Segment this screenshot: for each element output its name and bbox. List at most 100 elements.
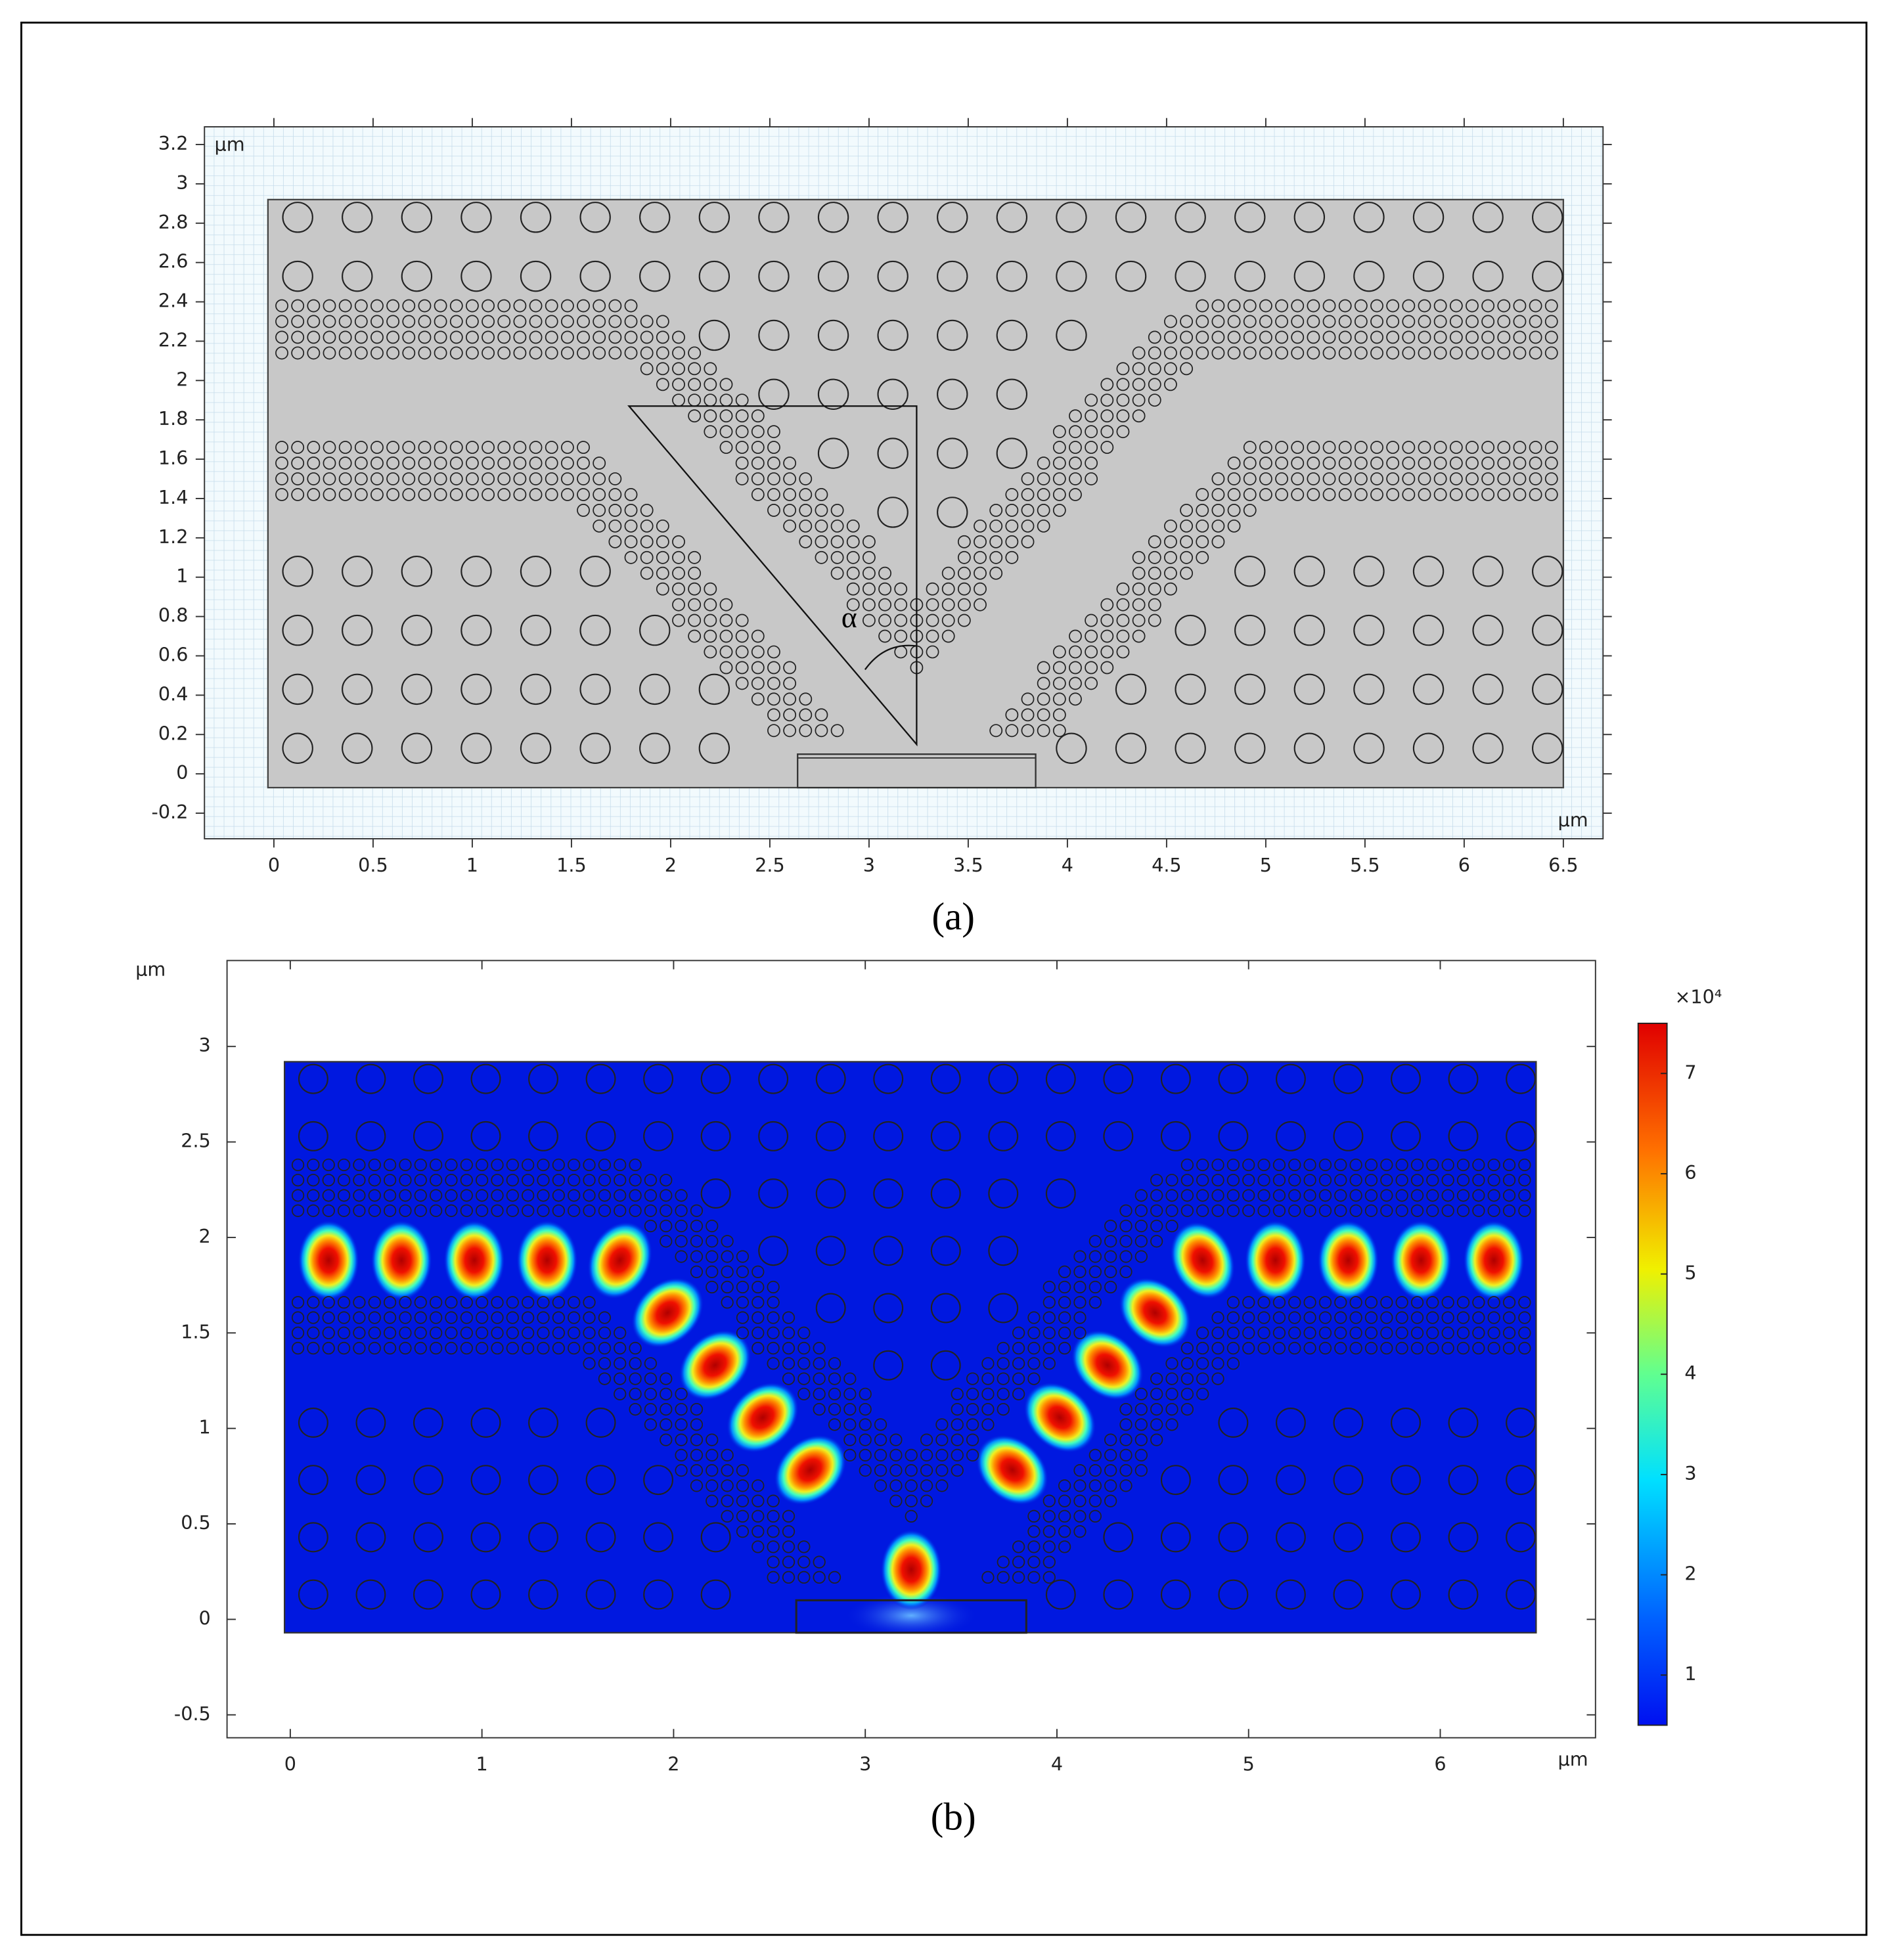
x-axis-unit: μm bbox=[1558, 1748, 1588, 1770]
small-hole bbox=[966, 1448, 979, 1461]
figure-border bbox=[20, 21, 1868, 1936]
small-hole bbox=[878, 598, 891, 612]
small-hole bbox=[1513, 330, 1527, 344]
small-hole bbox=[368, 1189, 381, 1202]
small-hole bbox=[1037, 472, 1050, 485]
large-hole bbox=[815, 1121, 846, 1151]
small-hole bbox=[353, 1326, 366, 1339]
large-hole bbox=[1218, 1522, 1249, 1553]
small-hole bbox=[1069, 425, 1082, 439]
small-hole bbox=[736, 1250, 750, 1263]
large-hole bbox=[520, 673, 552, 705]
small-hole bbox=[660, 1219, 673, 1233]
small-hole bbox=[751, 629, 765, 643]
small-hole bbox=[560, 457, 574, 470]
small-hole bbox=[1116, 629, 1130, 643]
large-hole bbox=[460, 673, 492, 705]
small-hole bbox=[386, 441, 400, 455]
small-hole bbox=[706, 1448, 719, 1461]
field-lobe bbox=[1244, 1220, 1307, 1301]
small-hole bbox=[813, 1387, 826, 1400]
small-hole bbox=[608, 346, 622, 360]
small-hole bbox=[354, 315, 368, 328]
small-hole bbox=[1418, 346, 1431, 360]
small-hole bbox=[957, 535, 971, 548]
large-hole bbox=[1234, 732, 1266, 764]
small-hole bbox=[434, 472, 447, 485]
large-hole bbox=[1391, 1522, 1421, 1553]
small-hole bbox=[783, 503, 797, 517]
small-hole bbox=[828, 1418, 841, 1431]
small-hole bbox=[751, 441, 765, 455]
small-hole bbox=[1012, 1570, 1025, 1584]
small-hole bbox=[337, 1326, 351, 1339]
small-hole bbox=[1058, 1341, 1071, 1355]
small-hole bbox=[368, 1311, 381, 1324]
small-hole bbox=[767, 1311, 780, 1324]
large-hole bbox=[758, 1178, 789, 1209]
small-hole bbox=[1180, 330, 1194, 344]
large-hole bbox=[1333, 1121, 1364, 1151]
large-hole bbox=[413, 1579, 443, 1610]
small-hole bbox=[1349, 1189, 1362, 1202]
small-hole bbox=[1370, 330, 1383, 344]
small-hole bbox=[905, 1509, 918, 1523]
small-hole bbox=[1150, 1402, 1163, 1416]
small-hole bbox=[537, 1204, 550, 1217]
small-hole bbox=[1196, 503, 1209, 517]
field-lobe bbox=[1170, 1221, 1236, 1299]
small-hole bbox=[614, 1189, 627, 1202]
large-hole bbox=[698, 260, 730, 292]
large-hole bbox=[413, 1407, 443, 1438]
small-hole bbox=[1502, 1341, 1516, 1355]
small-hole bbox=[981, 1357, 995, 1370]
small-hole bbox=[1132, 629, 1146, 643]
small-hole bbox=[1027, 1555, 1041, 1569]
small-hole bbox=[1544, 457, 1558, 470]
small-hole bbox=[624, 519, 638, 533]
small-hole bbox=[1196, 315, 1209, 328]
small-hole bbox=[1518, 1204, 1531, 1217]
small-hole bbox=[337, 1158, 351, 1172]
annotation: α bbox=[841, 600, 857, 634]
small-hole bbox=[323, 441, 336, 455]
small-hole bbox=[782, 1357, 796, 1370]
small-hole bbox=[307, 299, 321, 313]
small-hole bbox=[414, 1189, 427, 1202]
large-hole bbox=[937, 437, 968, 469]
large-hole bbox=[470, 1522, 501, 1553]
small-hole bbox=[307, 1174, 320, 1187]
small-hole bbox=[1502, 1326, 1516, 1339]
small-hole bbox=[1291, 441, 1305, 455]
small-hole bbox=[552, 1204, 565, 1217]
y-tick-label: 2.8 bbox=[158, 211, 189, 233]
small-hole bbox=[1012, 1372, 1025, 1385]
small-hole bbox=[767, 1326, 780, 1339]
small-hole bbox=[1005, 519, 1019, 533]
large-hole bbox=[1412, 673, 1445, 705]
small-hole bbox=[1069, 409, 1082, 423]
small-hole bbox=[1466, 488, 1479, 501]
small-hole bbox=[1487, 1296, 1500, 1309]
small-hole bbox=[1119, 1235, 1133, 1248]
field-lobe bbox=[516, 1220, 578, 1301]
small-hole bbox=[307, 315, 321, 328]
small-hole bbox=[1211, 346, 1225, 360]
small-hole bbox=[640, 535, 654, 548]
small-hole bbox=[1058, 1509, 1071, 1523]
small-hole bbox=[1104, 1448, 1117, 1461]
small-hole bbox=[275, 488, 288, 501]
large-hole bbox=[1506, 1407, 1536, 1438]
large-hole bbox=[1333, 1579, 1364, 1610]
small-hole bbox=[1037, 519, 1050, 533]
small-hole bbox=[1088, 1280, 1102, 1294]
small-hole bbox=[1058, 1296, 1071, 1309]
y-tick-label: 3.2 bbox=[158, 132, 189, 154]
small-hole bbox=[644, 1387, 658, 1400]
small-hole bbox=[598, 1174, 612, 1187]
small-hole bbox=[1354, 346, 1368, 360]
small-hole bbox=[399, 1296, 412, 1309]
small-hole bbox=[767, 1280, 780, 1294]
small-hole bbox=[1334, 1296, 1347, 1309]
small-hole bbox=[577, 299, 590, 313]
